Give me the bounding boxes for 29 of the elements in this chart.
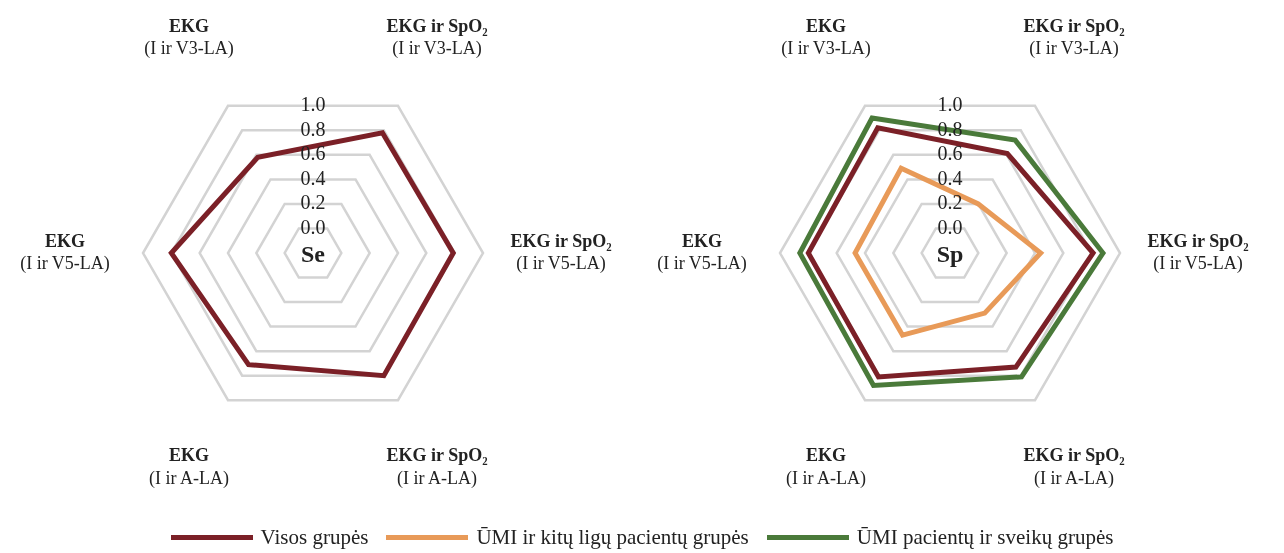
y-tick-label: 0.2 bbox=[300, 191, 326, 214]
y-tick-label: 0.6 bbox=[300, 142, 326, 165]
legend-label: Visos grupės bbox=[260, 524, 369, 550]
y-tick-label: 0.0 bbox=[937, 215, 963, 238]
spoke-label: EKG ir SpO₂ (I ir A-LA) bbox=[1023, 445, 1125, 489]
spoke-label: EKG (I ir A-LA) bbox=[786, 445, 866, 489]
spoke-label: EKG ir SpO₂ (I ir A-LA) bbox=[386, 445, 488, 489]
spoke-label: EKG (I ir V3-LA) bbox=[781, 15, 871, 59]
y-tick-label: 0.8 bbox=[937, 117, 963, 140]
legend-label: ŪMI pacientų ir sveikų grupės bbox=[856, 524, 1114, 550]
spoke-label: EKG ir SpO₂ (I ir V3-LA) bbox=[1023, 15, 1125, 59]
spoke-label: EKG ir SpO₂ (I ir V5-LA) bbox=[1147, 230, 1249, 274]
spoke-label: EKG ir SpO₂ (I ir V3-LA) bbox=[386, 15, 488, 59]
spoke-label: EKG (I ir A-LA) bbox=[149, 445, 229, 489]
y-tick-label: 1.0 bbox=[937, 93, 963, 116]
spoke-label: EKG (I ir V5-LA) bbox=[657, 230, 747, 274]
y-tick-label: 0.4 bbox=[300, 166, 326, 189]
y-tick-label: 1.0 bbox=[300, 93, 326, 116]
text: Se bbox=[301, 241, 326, 268]
y-tick-label: 0.4 bbox=[937, 166, 963, 189]
y-tick-label: 0.8 bbox=[300, 117, 326, 140]
y-tick-label: 0.0 bbox=[300, 215, 326, 238]
y-tick-label: 0.2 bbox=[937, 191, 963, 214]
spoke-label: EKG ir SpO₂ (I ir V5-LA) bbox=[510, 230, 612, 274]
legend-label: ŪMI ir kitų ligų pacientų grupės bbox=[476, 524, 749, 550]
text: Sp bbox=[936, 241, 964, 268]
spoke-label: EKG (I ir V5-LA) bbox=[20, 230, 110, 274]
spoke-label: EKG (I ir V3-LA) bbox=[144, 15, 234, 59]
y-tick-label: 0.6 bbox=[937, 142, 963, 165]
